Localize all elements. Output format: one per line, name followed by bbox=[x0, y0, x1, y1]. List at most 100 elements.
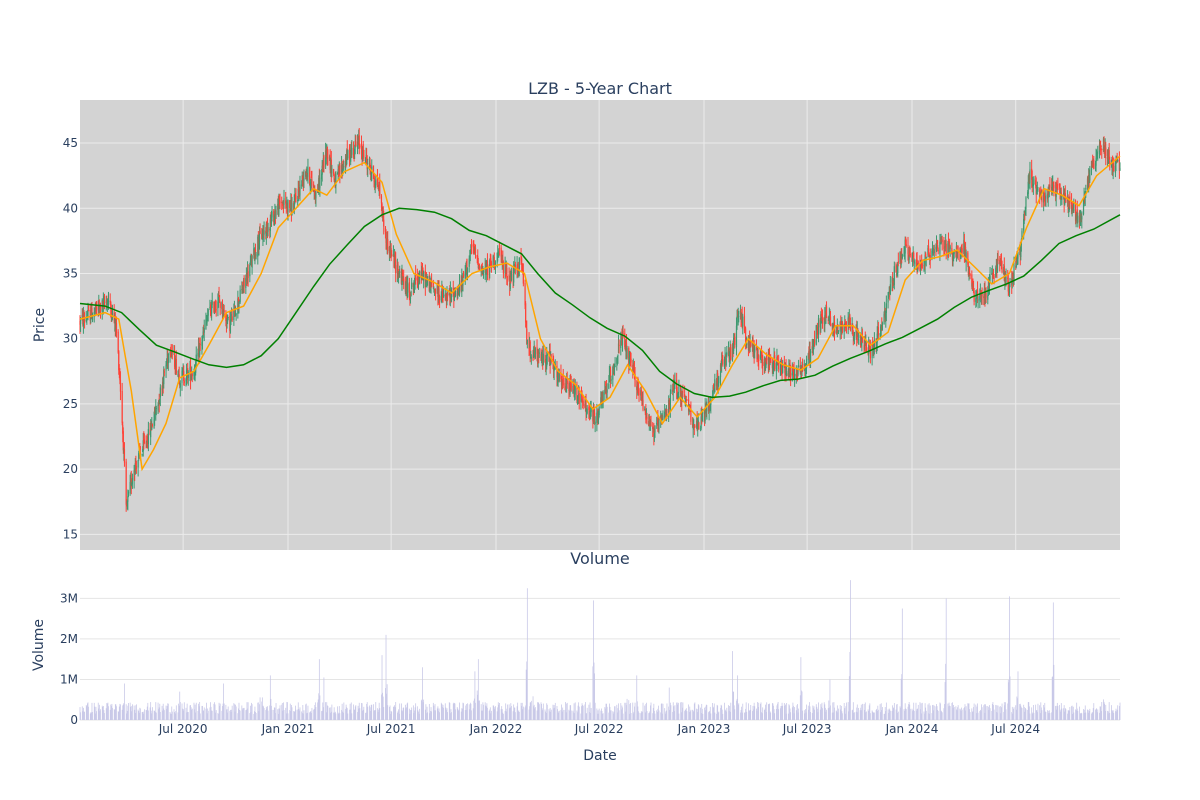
date-tick-label: Jan 2023 bbox=[677, 722, 731, 736]
candle-body bbox=[852, 324, 854, 332]
candle-body bbox=[700, 416, 702, 429]
candle-body bbox=[868, 344, 870, 354]
candle-body bbox=[1017, 252, 1019, 259]
volume-bar bbox=[972, 711, 974, 720]
volume-bar bbox=[367, 706, 369, 720]
candle-body bbox=[891, 278, 893, 283]
volume-bar bbox=[594, 673, 595, 720]
volume-bar bbox=[654, 713, 656, 720]
volume-bar bbox=[203, 707, 205, 720]
volume-bar bbox=[427, 712, 429, 720]
candle-body bbox=[865, 340, 867, 344]
volume-bar bbox=[473, 698, 475, 720]
candle-body bbox=[774, 355, 776, 369]
volume-bar bbox=[771, 703, 773, 720]
volume-bar bbox=[718, 711, 720, 720]
volume-bar bbox=[390, 713, 391, 720]
volume-bar bbox=[202, 705, 203, 720]
volume-bar bbox=[827, 708, 829, 720]
volume-bar bbox=[302, 713, 304, 720]
volume-bar bbox=[402, 711, 403, 720]
volume-bar bbox=[872, 711, 874, 720]
volume-bar bbox=[457, 708, 459, 720]
volume-bar bbox=[634, 702, 636, 720]
volume-bar bbox=[816, 706, 818, 720]
volume-bar bbox=[387, 705, 389, 720]
candle-body bbox=[217, 295, 220, 300]
volume-bar bbox=[850, 580, 851, 720]
candle-body bbox=[418, 278, 420, 281]
volume-bar bbox=[935, 706, 937, 720]
candle-body bbox=[408, 282, 410, 293]
candle-body bbox=[1119, 168, 1121, 171]
volume-bar bbox=[116, 706, 117, 720]
volume-bar bbox=[1009, 596, 1010, 720]
candle-body bbox=[996, 259, 999, 272]
candle-body bbox=[765, 356, 767, 366]
price-plot-area bbox=[80, 100, 1120, 550]
volume-bar bbox=[1080, 712, 1082, 720]
candle-body bbox=[211, 300, 213, 305]
volume-bar bbox=[888, 708, 890, 720]
volume-bar bbox=[287, 713, 289, 720]
candle-body bbox=[235, 313, 237, 316]
volume-bar bbox=[442, 704, 444, 720]
volume-bar bbox=[588, 704, 590, 720]
volume-bar bbox=[733, 691, 735, 720]
candle-body bbox=[633, 365, 635, 371]
volume-bar bbox=[781, 702, 783, 720]
volume-bar bbox=[801, 691, 803, 720]
candle-body bbox=[325, 150, 327, 166]
volume-bar bbox=[255, 712, 257, 720]
volume-bar bbox=[570, 705, 572, 720]
volume-bar bbox=[610, 710, 612, 720]
volume-bar bbox=[768, 703, 770, 720]
volume-bar bbox=[195, 702, 197, 720]
volume-bar bbox=[944, 704, 945, 720]
price-tick-label: 25 bbox=[63, 397, 78, 411]
volume-bar bbox=[398, 713, 400, 720]
volume-bar bbox=[664, 708, 666, 720]
volume-bar bbox=[605, 708, 606, 720]
candle-body bbox=[829, 316, 832, 327]
volume-bar bbox=[1072, 706, 1074, 720]
candle-body bbox=[452, 287, 454, 290]
volume-bar bbox=[601, 708, 602, 720]
volume-bar bbox=[1087, 709, 1088, 720]
volume-bar bbox=[744, 712, 746, 720]
volume-bar bbox=[858, 707, 859, 720]
volume-bar bbox=[1017, 671, 1019, 720]
candle-body bbox=[403, 278, 405, 281]
candle-body bbox=[692, 424, 694, 427]
volume-bar bbox=[223, 683, 225, 720]
candle-body bbox=[629, 357, 632, 359]
volume-bar bbox=[111, 703, 113, 720]
candle-body bbox=[1021, 231, 1023, 240]
volume-bar bbox=[1029, 713, 1031, 720]
volume-bar bbox=[139, 707, 141, 720]
volume-bar bbox=[960, 709, 961, 720]
volume-bar bbox=[725, 709, 727, 720]
volume-bar bbox=[1063, 708, 1064, 720]
volume-bar bbox=[896, 704, 898, 720]
candle-body bbox=[1053, 185, 1055, 189]
volume-bar bbox=[847, 702, 849, 720]
volume-bar bbox=[791, 707, 793, 720]
candle-body bbox=[729, 354, 731, 360]
volume-bar bbox=[698, 705, 700, 720]
candle-body bbox=[1055, 182, 1057, 198]
candle-body bbox=[215, 309, 217, 311]
volume-bar bbox=[936, 706, 938, 720]
volume-bar bbox=[905, 709, 907, 720]
volume-bar bbox=[259, 697, 261, 720]
candle-body bbox=[1089, 169, 1091, 181]
volume-bar bbox=[662, 713, 663, 720]
volume-bar bbox=[672, 711, 674, 720]
volume-bar bbox=[451, 712, 452, 720]
volume-bar bbox=[732, 691, 734, 720]
volume-bar bbox=[665, 710, 667, 720]
candle-body bbox=[297, 188, 299, 202]
candle-body bbox=[517, 264, 519, 270]
candle-body bbox=[1011, 273, 1013, 285]
candle-body bbox=[273, 214, 275, 221]
